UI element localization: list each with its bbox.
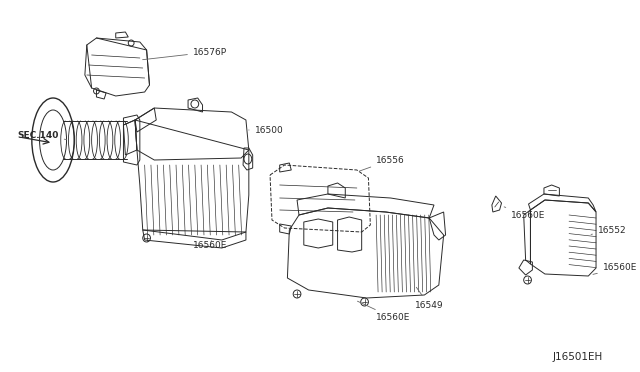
Text: 16500: 16500 — [249, 125, 284, 135]
Text: SEC.140: SEC.140 — [17, 131, 67, 140]
Text: 16560E: 16560E — [504, 207, 545, 219]
Text: 16552: 16552 — [591, 225, 627, 234]
Text: 16560E: 16560E — [593, 263, 637, 275]
Text: 16576P: 16576P — [143, 48, 227, 60]
Text: 16556: 16556 — [360, 155, 405, 171]
Text: 16560E: 16560E — [357, 301, 410, 323]
Text: 16560E: 16560E — [193, 241, 227, 250]
Text: 16549: 16549 — [415, 287, 444, 310]
Text: J16501EH: J16501EH — [552, 352, 603, 362]
